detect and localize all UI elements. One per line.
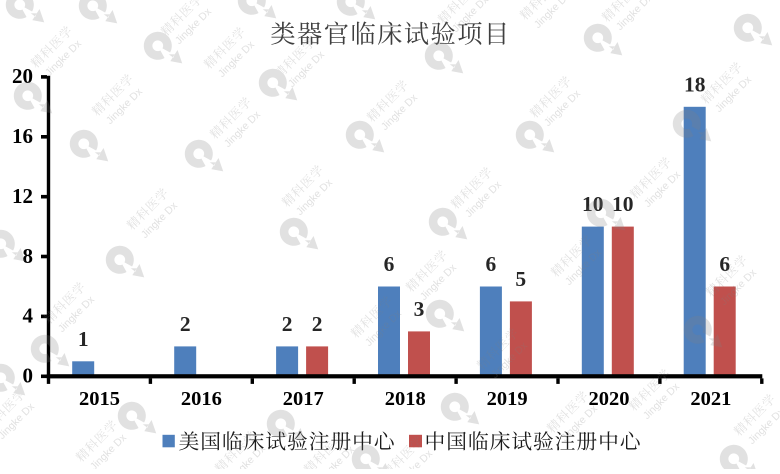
svg-text:18: 18 [684,72,706,96]
svg-text:2016: 2016 [181,388,222,410]
svg-text:6: 6 [486,252,497,276]
svg-text:2015: 2015 [79,388,120,410]
svg-text:16: 16 [12,124,33,148]
svg-text:2021: 2021 [690,388,731,410]
svg-text:12: 12 [12,184,33,208]
svg-text:2: 2 [180,312,191,336]
svg-text:2017: 2017 [283,388,324,410]
svg-text:3: 3 [414,297,425,321]
svg-text:10: 10 [612,192,634,216]
svg-text:2020: 2020 [589,388,630,410]
svg-text:5: 5 [515,267,526,291]
svg-text:1: 1 [78,327,89,351]
svg-text:2018: 2018 [385,388,426,410]
svg-text:6: 6 [719,252,730,276]
svg-text:2019: 2019 [487,388,528,410]
svg-text:0: 0 [23,364,34,388]
svg-text:4: 4 [23,304,34,328]
svg-text:2: 2 [312,312,323,336]
svg-text:8: 8 [23,244,34,268]
svg-text:2: 2 [282,312,293,336]
svg-text:6: 6 [384,252,395,276]
